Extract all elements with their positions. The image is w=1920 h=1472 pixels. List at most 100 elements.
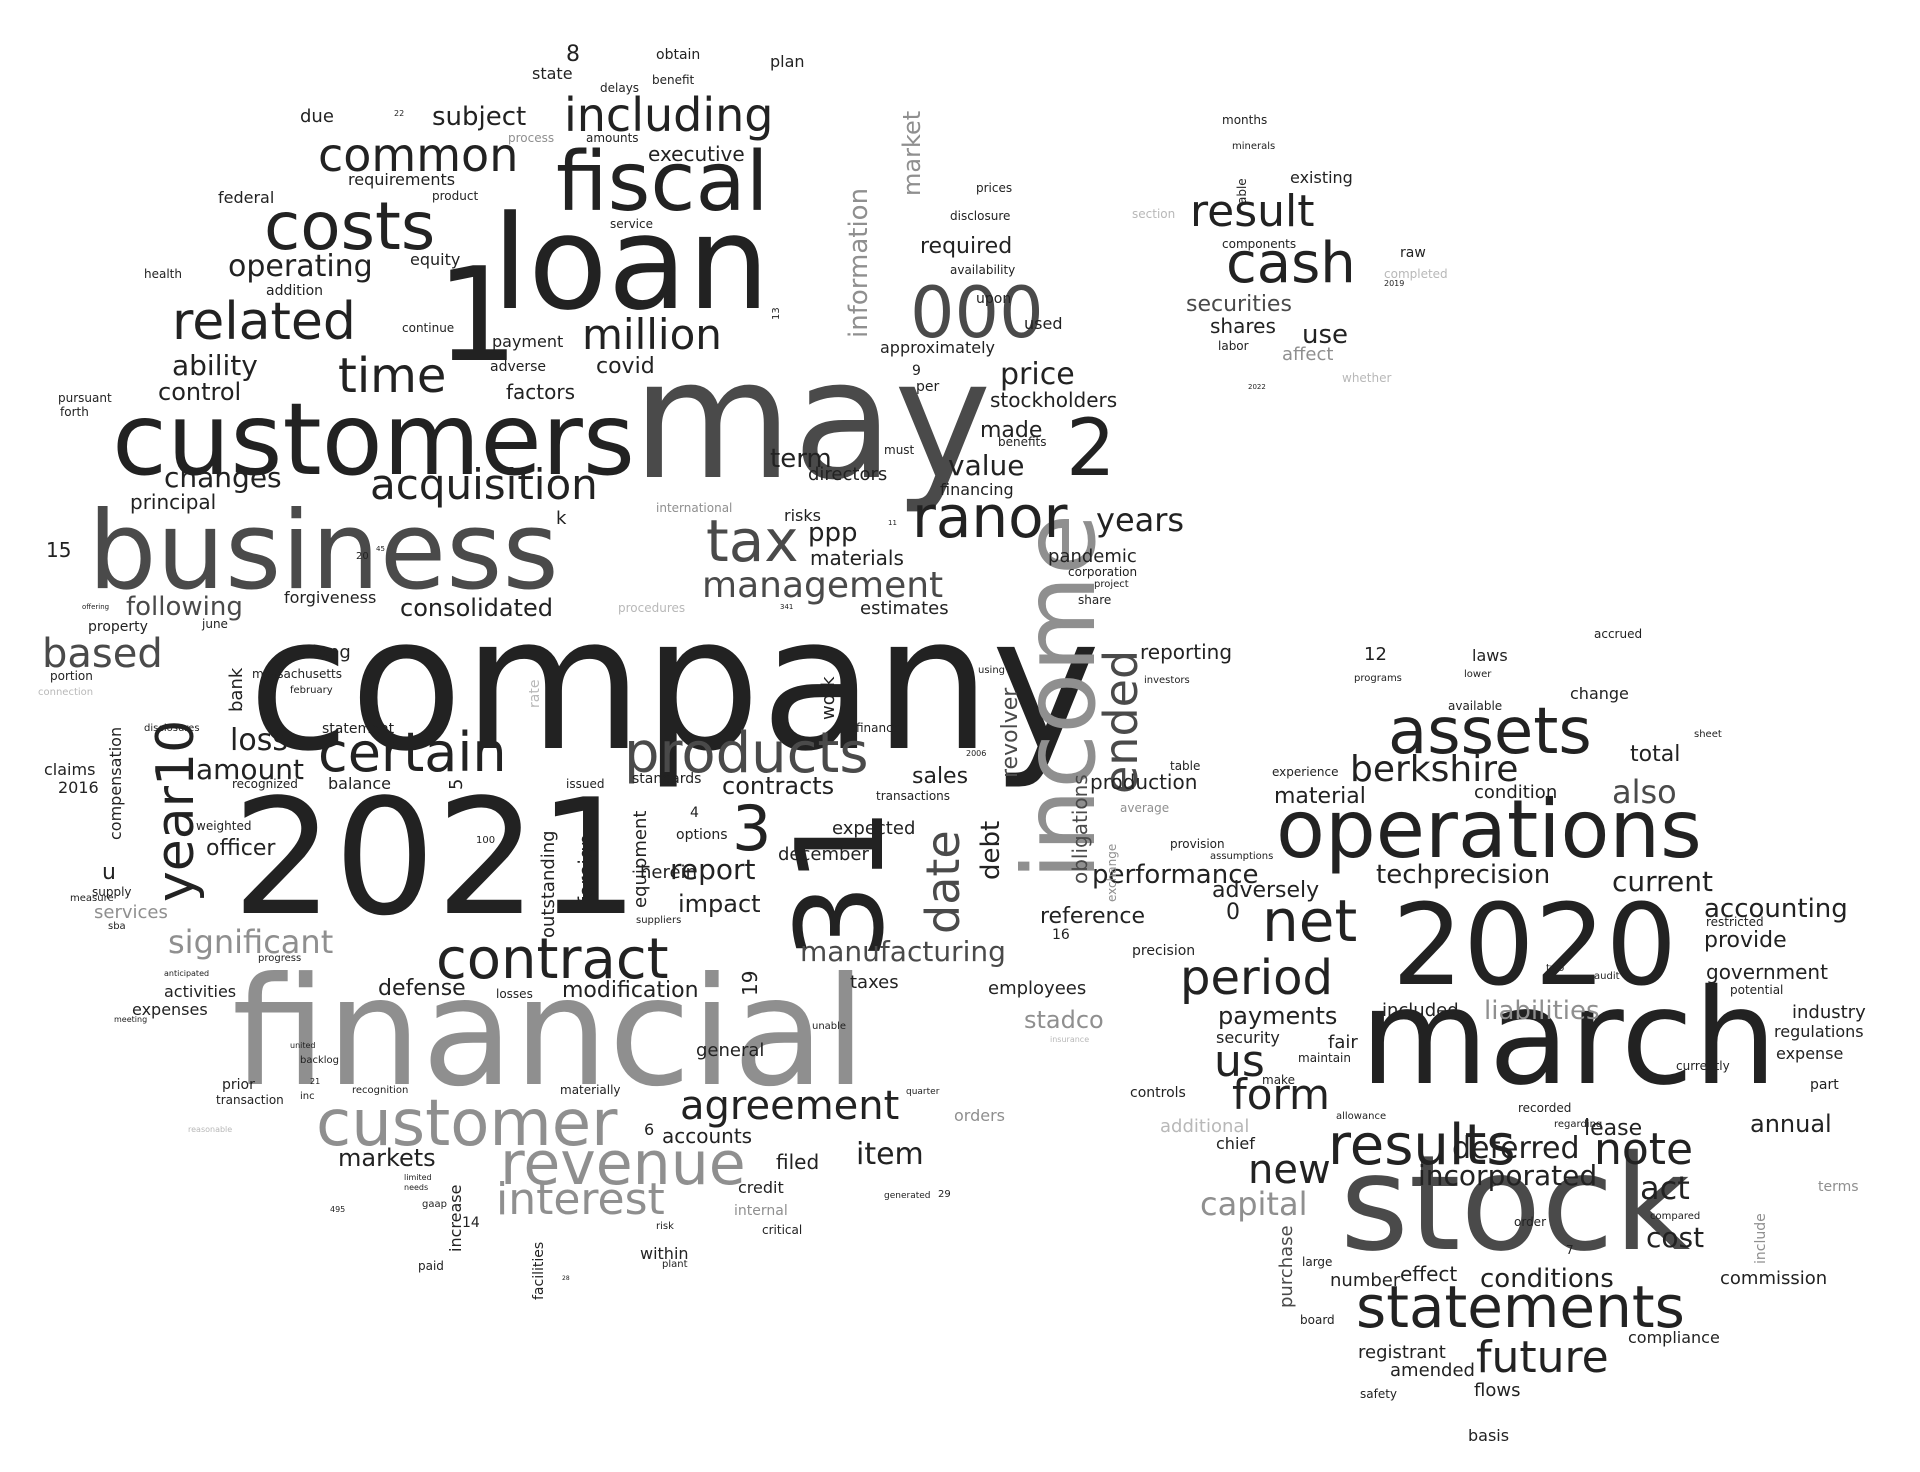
word-required: required <box>920 234 1013 259</box>
word-information: information <box>844 187 874 338</box>
word-compliance: compliance <box>1628 1328 1720 1347</box>
word-number: number <box>1330 1270 1401 1291</box>
word-prior: prior <box>222 1077 255 1093</box>
word-controls: controls <box>1130 1085 1186 1101</box>
word-recorded: recorded <box>1518 1101 1572 1115</box>
word-market: market <box>898 110 926 196</box>
word-june: june <box>202 617 228 631</box>
word-new: new <box>1248 1147 1331 1193</box>
word-recognized: recognized <box>232 777 298 791</box>
word-requirements: requirements <box>348 170 456 189</box>
word-lower: lower <box>1464 669 1492 680</box>
word-accounts: accounts <box>662 1124 753 1148</box>
word-march: march <box>1360 961 1778 1115</box>
word-14: 14 <box>462 1215 480 1231</box>
word-must: must <box>884 443 915 457</box>
word-commission: commission <box>1720 1268 1828 1289</box>
word-limited: limited <box>404 1173 432 1182</box>
word-united: united <box>290 1041 316 1050</box>
word-measure: measure <box>70 893 114 904</box>
word-property: property <box>88 619 148 635</box>
word-long: long <box>312 642 351 663</box>
word-28: 28 <box>562 1275 570 1282</box>
word-value: value <box>948 449 1025 482</box>
word-forgiveness: forgiveness <box>284 588 377 607</box>
word-bank: bank <box>226 667 247 712</box>
word-compensation: compensation <box>106 726 125 840</box>
word-accounting: accounting <box>1704 894 1848 924</box>
word-effect: effect <box>1400 1262 1458 1286</box>
word-ppp: ppp <box>808 518 858 548</box>
word-amounts: amounts <box>586 131 639 145</box>
word-contracts: contracts <box>722 772 835 800</box>
word-loan: loan <box>492 187 770 339</box>
word-following: following <box>126 592 243 622</box>
word-adverse: adverse <box>490 359 547 375</box>
word-products: products <box>624 721 869 786</box>
word-december: december <box>778 844 869 865</box>
word-2019: 2019 <box>1384 279 1405 288</box>
word-exchange: exchange <box>1105 843 1119 902</box>
word-able: able <box>1235 178 1249 204</box>
word-maintain: maintain <box>1298 1051 1351 1065</box>
word-note: note <box>1594 1124 1694 1175</box>
word-financing: financing <box>940 480 1014 499</box>
word-compared: compared <box>1650 1211 1701 1222</box>
word-process: process <box>508 131 555 145</box>
word-significant: significant <box>168 923 334 961</box>
word-related: related <box>172 292 356 352</box>
word-45: 45 <box>376 545 385 553</box>
word-equipment: equipment <box>630 810 651 908</box>
word-recognition: recognition <box>352 1085 409 1096</box>
word-securities: securities <box>1186 292 1292 317</box>
word-statement: statement <box>322 721 395 737</box>
word-markets: markets <box>338 1144 436 1172</box>
word-results: results <box>1328 1113 1516 1178</box>
word-delays: delays <box>600 81 640 95</box>
word-restricted: restricted <box>1706 915 1764 929</box>
word-transactions: transactions <box>876 789 951 803</box>
word-fiscal: fiscal <box>556 135 769 230</box>
word-condition: condition <box>1474 782 1558 803</box>
word-operations: operations <box>1276 783 1702 876</box>
word-made: made <box>980 418 1043 443</box>
word-principal: principal <box>130 490 217 514</box>
word-deferred: deferred <box>1452 1131 1580 1166</box>
word-benefits: benefits <box>998 435 1047 449</box>
word-directors: directors <box>808 464 888 485</box>
word-20: 20 <box>356 551 369 562</box>
word-revenue: revenue <box>500 1129 746 1199</box>
word-taxes: taxes <box>850 972 899 993</box>
word-including: including <box>564 88 774 142</box>
word-service: service <box>610 217 653 231</box>
word-u: u <box>102 860 116 885</box>
word-time: time <box>338 348 447 404</box>
word-basis: basis <box>1468 1426 1510 1445</box>
word-purchase: purchase <box>1276 1225 1297 1308</box>
word-berkshire: berkshire <box>1350 749 1519 790</box>
word-health: health <box>144 267 182 281</box>
word-work: work <box>818 676 839 720</box>
word-needs: needs <box>404 1183 429 1192</box>
word-million: million <box>582 310 722 359</box>
word-21: 21 <box>310 1077 321 1086</box>
word-expected: expected <box>832 818 916 839</box>
word-precision: precision <box>1132 943 1196 959</box>
word-amount: amount <box>196 753 305 786</box>
word-22: 22 <box>394 109 405 118</box>
word-risks: risks <box>784 506 821 525</box>
word-2016: 2016 <box>58 778 99 797</box>
word-part: part <box>1810 1077 1839 1093</box>
word-future: future <box>1476 1332 1609 1383</box>
word-approximately: approximately <box>880 338 995 357</box>
word-plant: plant <box>662 1259 688 1270</box>
word-2: 2 <box>1066 404 1116 494</box>
word-2020: 2020 <box>1392 881 1678 1011</box>
word-pursuant: pursuant <box>58 391 112 405</box>
word-amended: amended <box>1390 1360 1475 1381</box>
word-international: international <box>656 501 733 515</box>
word-finance: finance <box>856 721 901 735</box>
word-continue: continue <box>402 321 455 335</box>
word-existing: existing <box>1290 168 1353 187</box>
word-form: form <box>1232 1070 1330 1119</box>
